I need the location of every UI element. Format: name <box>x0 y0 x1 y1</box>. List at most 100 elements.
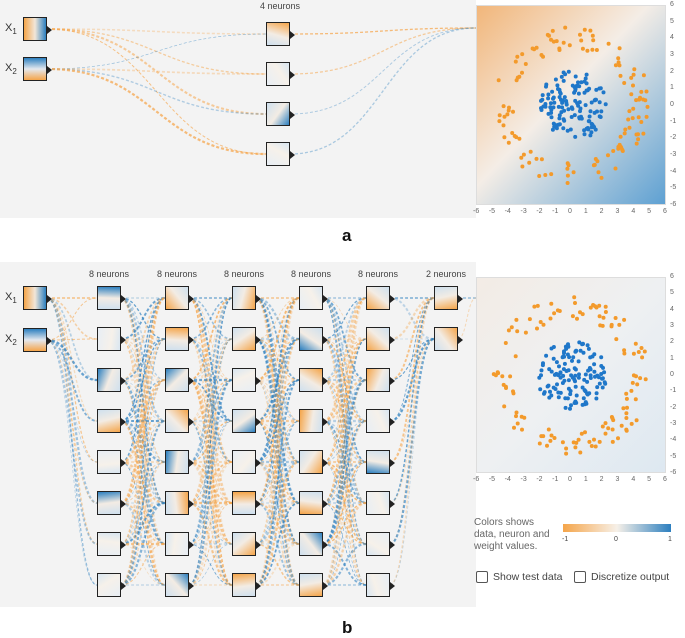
layer-label-b4: 8 neurons <box>290 269 332 279</box>
hidden-neuron-b-1-7[interactable] <box>97 532 126 556</box>
hidden-neuron-b-1-1[interactable] <box>97 286 126 310</box>
hidden-neuron-b-3-4[interactable] <box>232 409 261 433</box>
data-point-blue <box>585 379 590 384</box>
data-point-orange <box>541 322 546 327</box>
hidden-neuron-b-1-6[interactable] <box>97 491 126 515</box>
weight-b-2-6-4 <box>188 461 233 545</box>
hidden-neuron-b-1-8[interactable] <box>97 573 126 597</box>
hidden-neuron-b-2-4[interactable] <box>165 409 194 433</box>
hidden-neuron-b-4-7[interactable] <box>299 532 328 556</box>
data-point-orange <box>585 48 590 53</box>
hidden-neuron-b-6-1[interactable] <box>434 286 463 310</box>
data-point-blue <box>576 80 580 85</box>
data-point-blue <box>560 98 565 103</box>
hidden-neuron-a-2[interactable] <box>266 62 295 86</box>
hidden-neuron-b-5-7[interactable] <box>366 532 395 556</box>
hidden-neuron-b-3-5[interactable] <box>232 450 261 474</box>
input-neuron-x2[interactable] <box>23 57 52 81</box>
data-point-orange <box>592 437 596 442</box>
hidden-neuron-b-3-2[interactable] <box>232 327 261 351</box>
hidden-neuron-b-4-5[interactable] <box>299 450 328 474</box>
network-panel-a <box>0 0 476 218</box>
hidden-neuron-b-4-3[interactable] <box>299 368 328 392</box>
hidden-neuron-b-3-3[interactable] <box>232 368 261 392</box>
input-neuron-x1[interactable] <box>23 17 52 41</box>
data-point-blue <box>578 348 583 353</box>
data-point-blue <box>557 95 562 100</box>
hidden-neuron-b-1-3[interactable] <box>97 368 126 392</box>
hidden-neuron-a-1[interactable] <box>266 22 295 46</box>
hidden-neuron-b-5-3[interactable] <box>366 368 395 392</box>
hidden-neuron-b-2-3[interactable] <box>165 368 194 392</box>
weight-b-1-5-1 <box>120 338 166 504</box>
hidden-neuron-b-4-4[interactable] <box>299 409 328 433</box>
data-point-orange <box>517 136 522 141</box>
hidden-neuron-b-2-5[interactable] <box>165 450 194 474</box>
hidden-neuron-a-3[interactable] <box>266 102 295 126</box>
x-axis-tick: -4 <box>504 476 511 483</box>
hidden-neuron-a-4[interactable] <box>266 142 295 166</box>
hidden-neuron-b-4-8[interactable] <box>299 573 328 597</box>
checkbox-box[interactable] <box>476 571 488 583</box>
weight-b-2-7-2 <box>188 378 233 587</box>
data-point-blue <box>587 366 592 370</box>
data-point-blue <box>559 74 564 79</box>
hidden-neuron-b-1-5[interactable] <box>97 450 126 474</box>
data-point-orange <box>527 160 532 165</box>
discretize-output-checkbox[interactable]: Discretize output <box>574 571 669 583</box>
hidden-neuron-b-4-1[interactable] <box>299 286 328 310</box>
hidden-neuron-b-1-2[interactable] <box>97 327 126 351</box>
hidden-neuron-b-6-2[interactable] <box>434 327 463 351</box>
hidden-neuron-b-4-2[interactable] <box>299 327 328 351</box>
weight-b-3-7-5 <box>255 502 300 586</box>
weight-b-1-4-2 <box>120 378 166 464</box>
data-point-orange <box>579 38 584 43</box>
hidden-neuron-b-3-7[interactable] <box>232 532 261 556</box>
hidden-neuron-b-2-6[interactable] <box>165 491 194 515</box>
hidden-neuron-b-5-8[interactable] <box>366 573 395 597</box>
data-point-blue <box>573 98 578 103</box>
hidden-neuron-b-5-4[interactable] <box>366 409 395 433</box>
data-point-orange <box>564 446 569 451</box>
input-neuron-b-x1[interactable] <box>23 286 52 310</box>
hidden-neuron-b-2-8[interactable] <box>165 573 194 597</box>
weight-b-2-1-0 <box>188 297 233 340</box>
data-point-blue <box>553 77 558 82</box>
hidden-neuron-b-2-1[interactable] <box>165 286 194 310</box>
data-point-blue <box>568 392 573 397</box>
x-axis-tick: -2 <box>536 476 543 483</box>
x-axis-tick: -5 <box>488 476 496 483</box>
data-point-orange <box>573 301 577 305</box>
layer-label-b1: 8 neurons <box>88 269 130 279</box>
x-axis-tick: -1 <box>552 476 559 483</box>
data-point-orange <box>575 316 579 321</box>
data-point-orange <box>565 181 570 185</box>
weight-b-2-2-1 <box>188 338 233 381</box>
data-point-blue <box>561 78 566 83</box>
hidden-neuron-b-5-6[interactable] <box>366 491 395 515</box>
data-point-blue <box>556 87 560 91</box>
checkbox-box[interactable] <box>574 571 586 583</box>
data-point-orange <box>537 441 542 446</box>
data-point-orange <box>507 105 511 110</box>
show-test-data-checkbox[interactable]: Show test data <box>476 571 562 583</box>
data-point-orange <box>563 25 568 30</box>
hidden-neuron-b-2-7[interactable] <box>165 532 194 556</box>
hidden-neuron-b-3-1[interactable] <box>232 286 261 310</box>
layer-label-a1: 4 neurons <box>259 1 301 11</box>
data-point-blue <box>587 119 592 124</box>
hidden-neuron-b-5-2[interactable] <box>366 327 395 351</box>
x-axis-tick: 6 <box>663 208 667 215</box>
hidden-neuron-b-3-6[interactable] <box>232 491 261 515</box>
hidden-neuron-b-5-5[interactable] <box>366 450 395 474</box>
hidden-neuron-b-3-8[interactable] <box>232 573 261 597</box>
hidden-neuron-b-2-2[interactable] <box>165 327 194 351</box>
hidden-neuron-b-5-1[interactable] <box>366 286 395 310</box>
x-axis-tick: -6 <box>473 208 480 215</box>
data-point-orange <box>636 137 641 142</box>
hidden-neuron-b-1-4[interactable] <box>97 409 126 433</box>
data-point-orange <box>557 309 562 313</box>
weight-b-1-1-3 <box>120 338 166 422</box>
input-neuron-b-x2[interactable] <box>23 328 52 352</box>
hidden-neuron-b-4-6[interactable] <box>299 491 328 515</box>
